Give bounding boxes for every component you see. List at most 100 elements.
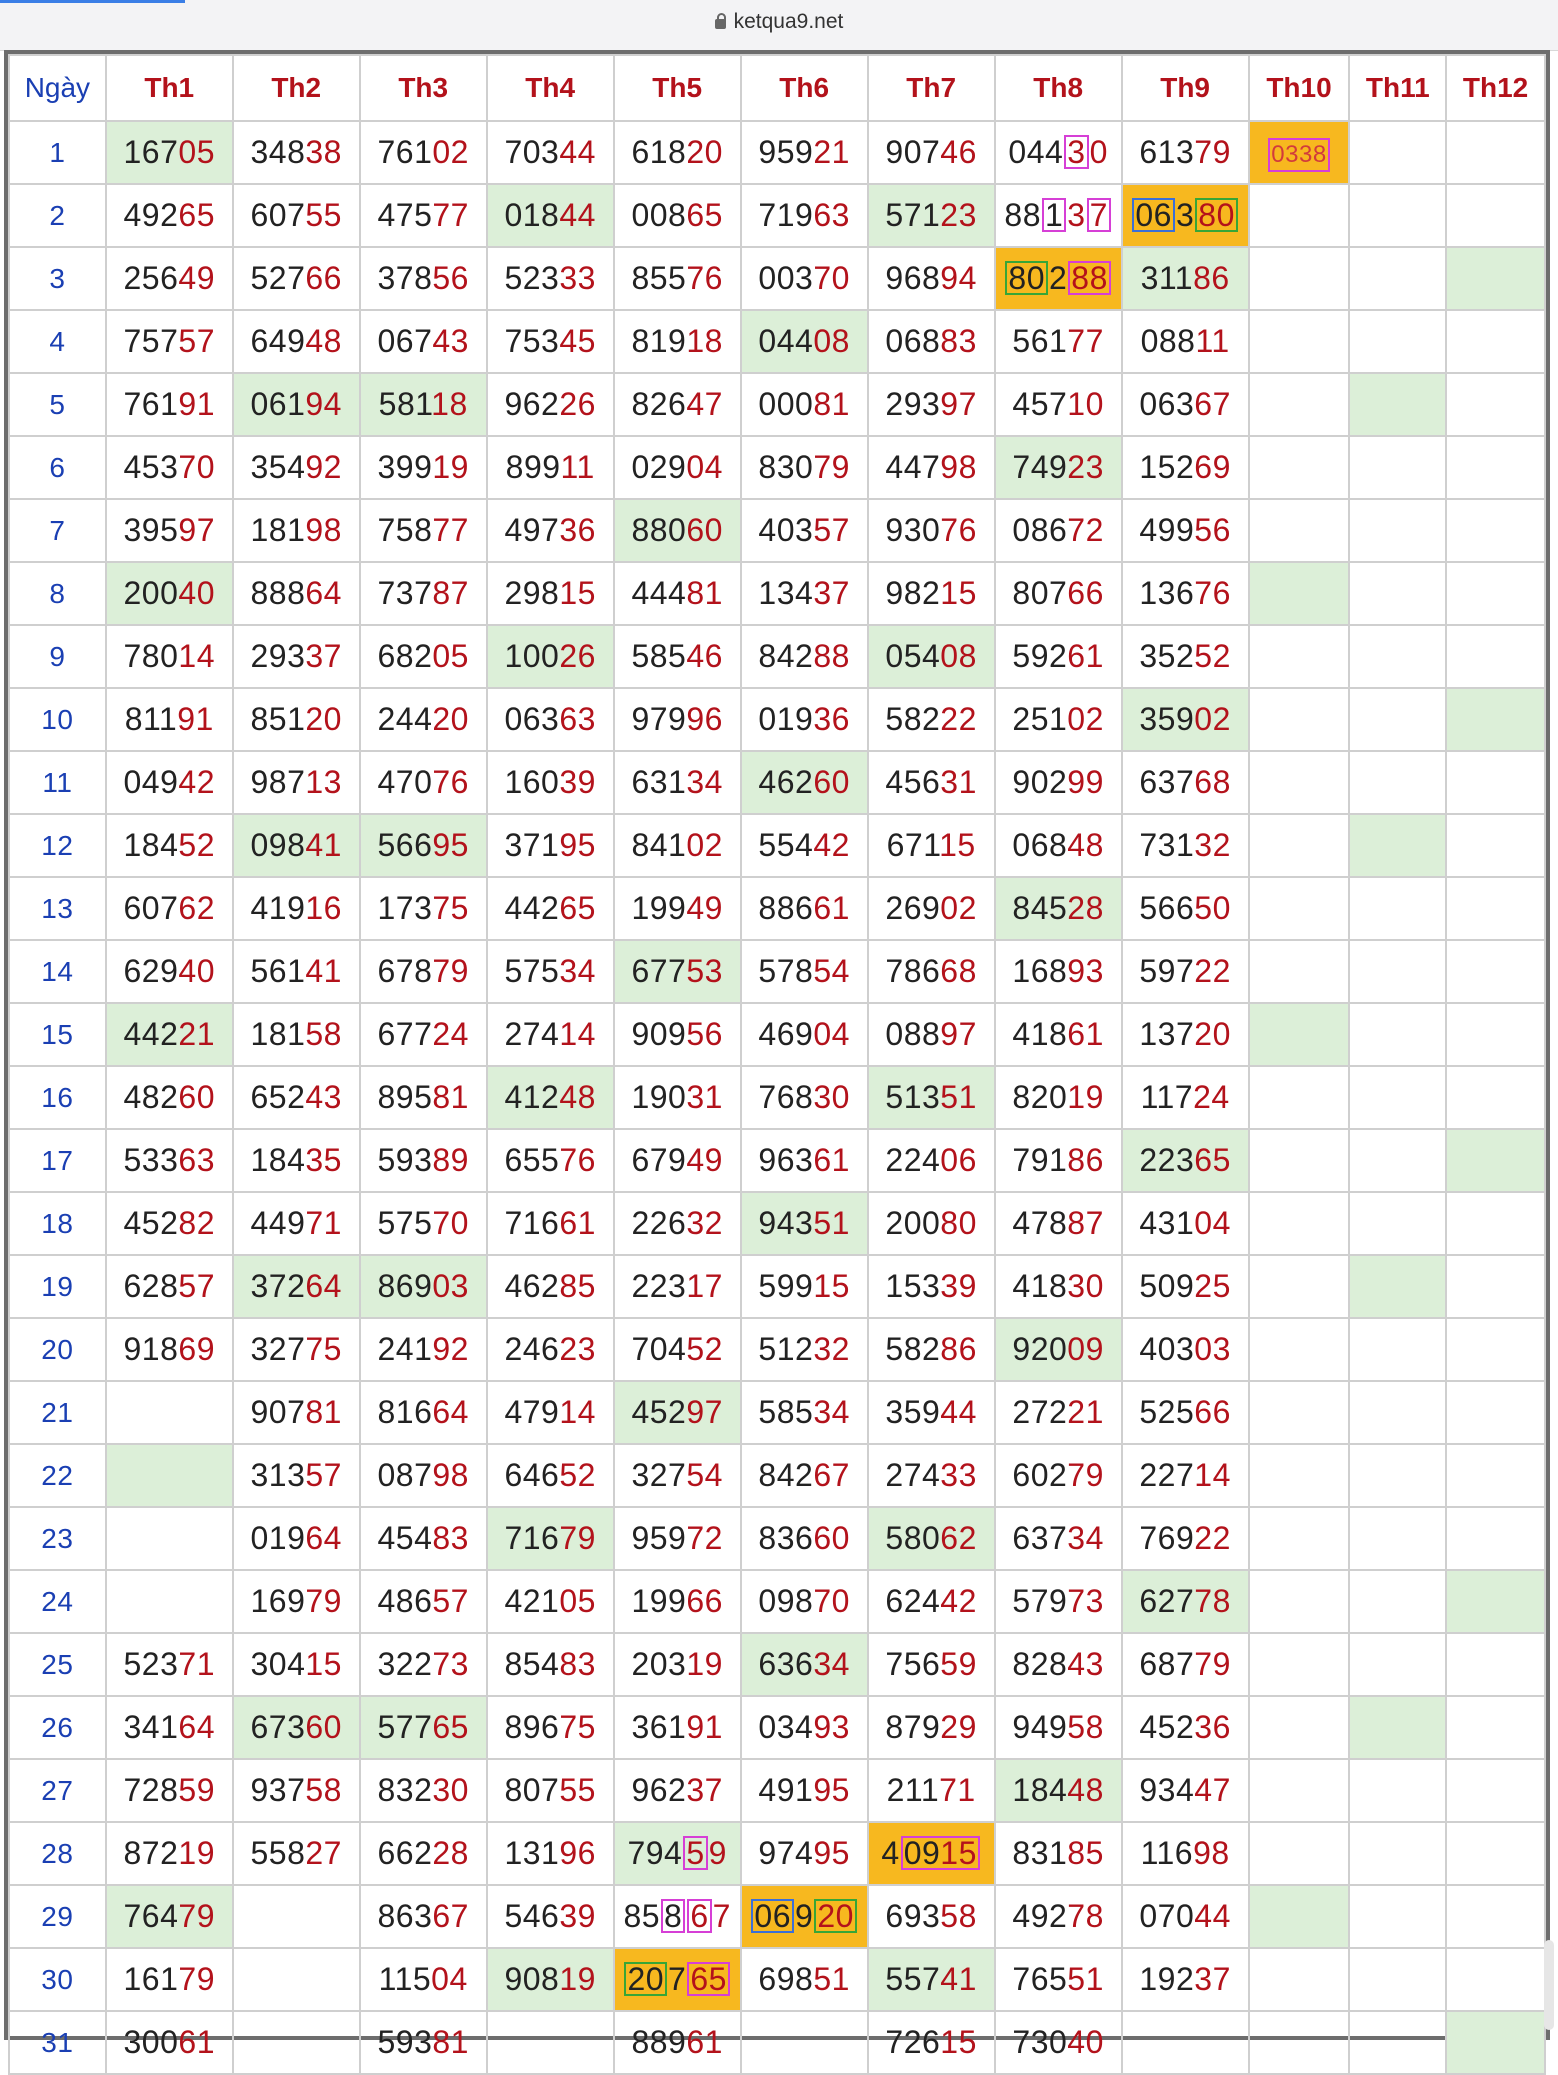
result-cell: 794 5 9 (612, 1821, 742, 1886)
result-cell: 52371 (104, 1632, 234, 1697)
result-value: 07044 (1139, 1898, 1231, 1934)
result-cell: 17375 (358, 876, 488, 941)
result-cell: 21171 (866, 1758, 996, 1823)
result-cell (1247, 561, 1351, 626)
result-cell: 44798 (866, 435, 996, 500)
result-cell (1247, 876, 1351, 941)
result-value: 06194 (250, 386, 342, 422)
result-cell: 49195 (739, 1758, 869, 1823)
result-cell: 04408 (739, 309, 869, 374)
result-cell: 53363 (104, 1128, 234, 1193)
result-cell: 60755 (231, 183, 361, 248)
result-cell: 89581 (358, 1065, 488, 1130)
result-cell: 86367 (358, 1884, 488, 1949)
result-cell (1445, 750, 1546, 815)
result-cell: 4 0915 (866, 1821, 996, 1886)
day-cell: 8 (8, 561, 107, 626)
result-cell: 71963 (739, 183, 869, 248)
result-cell: 96226 (485, 372, 615, 437)
table-row: 29 76479 86367 54639 85 8 6 7 06 9 20 69358 49278 070… (8, 1884, 1546, 1949)
result-cell: 29815 (485, 561, 615, 626)
result-cell: 24420 (358, 687, 488, 752)
result-cell (1348, 1821, 1448, 1886)
result-cell: 22406 (866, 1128, 996, 1193)
result-cell (1247, 1632, 1351, 1697)
result-cell: 87219 (104, 1821, 234, 1886)
result-cell: 45236 (1120, 1695, 1250, 1760)
result-cell: 70452 (612, 1317, 742, 1382)
result-value: 90299 (1012, 764, 1104, 800)
result-cell: 62778 (1120, 1569, 1250, 1634)
header-month-2: Th2 (231, 54, 361, 122)
result-cell (1247, 1065, 1351, 1130)
result-cell (1247, 624, 1351, 689)
result-value: 13676 (1139, 575, 1231, 611)
result-value: 29397 (885, 386, 977, 422)
result-value: 72859 (123, 1772, 215, 1808)
result-cell: 60762 (104, 876, 234, 941)
result-value: 44481 (631, 575, 723, 611)
result-value: 93447 (1139, 1772, 1231, 1808)
result-cell: 16039 (485, 750, 615, 815)
scrollbar[interactable] (1544, 1940, 1554, 2030)
result-cell: 20319 (612, 1632, 742, 1697)
result-value: 16179 (123, 1961, 215, 1997)
day-cell: 25 (8, 1632, 107, 1697)
result-value: 82647 (631, 386, 723, 422)
result-value: 58286 (885, 1331, 977, 1367)
day-cell: 11 (8, 750, 107, 815)
result-cell: 86903 (358, 1254, 488, 1319)
result-value: 47887 (1012, 1205, 1104, 1241)
result-cell: 57973 (993, 1569, 1123, 1634)
result-value: 08897 (885, 1016, 977, 1052)
result-cell (1445, 120, 1546, 185)
result-value: 69358 (885, 1898, 977, 1934)
result-value: 45297 (631, 1394, 723, 1430)
result-value: 90746 (885, 134, 977, 170)
result-value: 37264 (250, 1268, 342, 1304)
result-cell: 00370 (739, 246, 869, 311)
result-value: 21171 (886, 1772, 976, 1808)
result-cell (104, 1569, 234, 1634)
result-cell: 08798 (358, 1443, 488, 1508)
url-display[interactable]: ketqua9.net (0, 10, 1558, 34)
result-value: 09841 (250, 827, 342, 863)
result-value: 85 8 6 7 (623, 1898, 731, 1934)
result-cell: 97996 (612, 687, 742, 752)
result-value: 64948 (250, 323, 342, 359)
result-cell (1348, 750, 1448, 815)
result-cell: 56650 (1120, 876, 1250, 941)
result-cell: 13676 (1120, 561, 1250, 626)
result-cell (1348, 1380, 1448, 1445)
result-cell: 85576 (612, 246, 742, 311)
table-row: 1 16705 34838 76102 70344 61820 95921 90746 044 3… (8, 120, 1546, 185)
result-value: 98215 (885, 575, 977, 611)
result-cell: 68779 (1120, 1632, 1250, 1697)
result-cell: 98713 (231, 750, 361, 815)
result-cell (1445, 624, 1546, 689)
result-value: 89675 (504, 1709, 596, 1745)
result-cell: 59722 (1120, 939, 1250, 1004)
browser-address-bar[interactable]: ketqua9.net (0, 0, 1558, 51)
result-cell: 93758 (231, 1758, 361, 1823)
result-cell: 03493 (739, 1695, 869, 1760)
header-month-12: Th12 (1445, 54, 1546, 122)
result-value: 30415 (250, 1646, 342, 1682)
result-value: 63734 (1012, 1520, 1104, 1556)
result-value: 60762 (123, 890, 215, 926)
result-cell (1445, 1443, 1546, 1508)
result-cell (1247, 813, 1351, 878)
result-value: 59389 (377, 1142, 469, 1178)
result-cell: 51351 (866, 1065, 996, 1130)
result-cell: 63734 (993, 1506, 1123, 1571)
result-value: 22632 (631, 1205, 723, 1241)
result-cell (1348, 246, 1448, 311)
result-cell: 93447 (1120, 1758, 1250, 1823)
result-value: 37195 (504, 827, 596, 863)
day-cell: 26 (8, 1695, 107, 1760)
result-cell: 84528 (993, 876, 1123, 941)
result-cell (231, 1884, 361, 1949)
result-cell: 54639 (485, 1884, 615, 1949)
result-cell (1247, 2010, 1351, 2075)
result-cell: 47887 (993, 1191, 1123, 1256)
